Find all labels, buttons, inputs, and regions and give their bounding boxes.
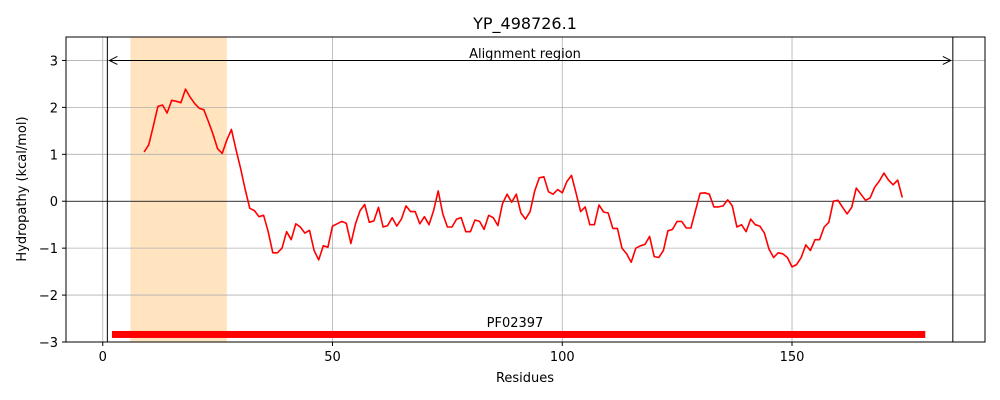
shaded-region (130, 37, 227, 342)
x-axis-title: Residues (496, 371, 554, 386)
x-tick-label-2: 100 (550, 350, 575, 365)
x-tick-label-1: 50 (324, 350, 341, 365)
y-tick-label-6: 3 (50, 54, 58, 69)
domain-bar (111, 330, 926, 338)
alignment-arrow-right-head (942, 56, 952, 65)
y-tick-label-1: −2 (39, 289, 58, 304)
alignment-region-label: Alignment region (469, 47, 581, 62)
axes-frame (65, 36, 986, 343)
chart-title: YP_498726.1 (472, 14, 577, 34)
x-tick-label-0: 0 (99, 350, 107, 365)
y-tick-label-2: −1 (39, 242, 58, 257)
x-tick-label-3: 150 (780, 350, 805, 365)
domain-label: PF02397 (487, 316, 544, 331)
y-tick-label-4: 1 (50, 148, 58, 163)
y-tick-label-5: 2 (50, 101, 58, 116)
y-tick-label-3: 0 (50, 195, 58, 210)
plot-area: 0 50 100 150 −3 −2 −1 0 1 2 3 (39, 36, 986, 365)
alignment-arrow-left-head (108, 56, 118, 65)
y-axis-title: Hydropathy (kcal/mol) (15, 116, 30, 261)
hydropathy-series-line-0 (143, 88, 904, 268)
y-tick-label-0: −3 (39, 336, 58, 351)
